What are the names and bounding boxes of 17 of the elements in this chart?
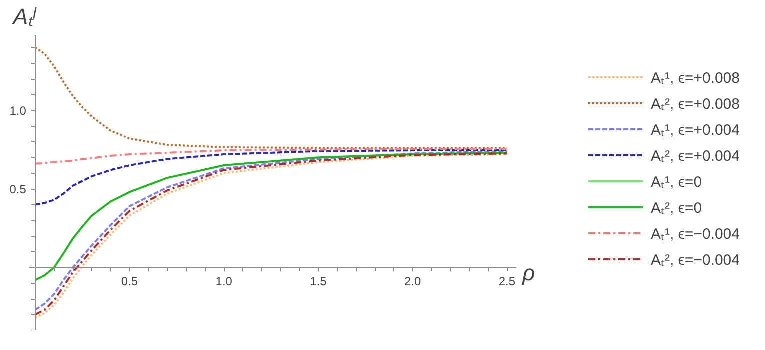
x-axis-title: ρ <box>522 260 536 286</box>
legend-label: Aₜ¹, ϵ=0 <box>650 172 702 190</box>
legend-label: Aₜ², ϵ=0 <box>650 198 702 216</box>
legend-label: Aₜ², ϵ=+0.004 <box>650 146 740 164</box>
legend-label: Aₜ², ϵ=−0.004 <box>650 250 740 268</box>
x-tick-label: 2.0 <box>404 274 422 289</box>
legend-label: Aₜ¹, ϵ=+0.008 <box>650 68 740 86</box>
x-tick-label: 1.5 <box>310 274 328 289</box>
legend-label: Aₜ¹, ϵ=+0.004 <box>650 120 740 138</box>
x-tick-label: 1.0 <box>216 274 233 289</box>
y-axis-title: Aₜˡ <box>11 4 38 30</box>
x-tick-label: 0.5 <box>121 274 138 289</box>
legend-label: Aₜ¹, ϵ=−0.004 <box>650 224 740 242</box>
legend-label: Aₜ², ϵ=+0.008 <box>650 94 740 112</box>
x-tick-label: 2.5 <box>498 274 516 289</box>
line-series <box>34 148 508 165</box>
line-series <box>34 150 508 206</box>
